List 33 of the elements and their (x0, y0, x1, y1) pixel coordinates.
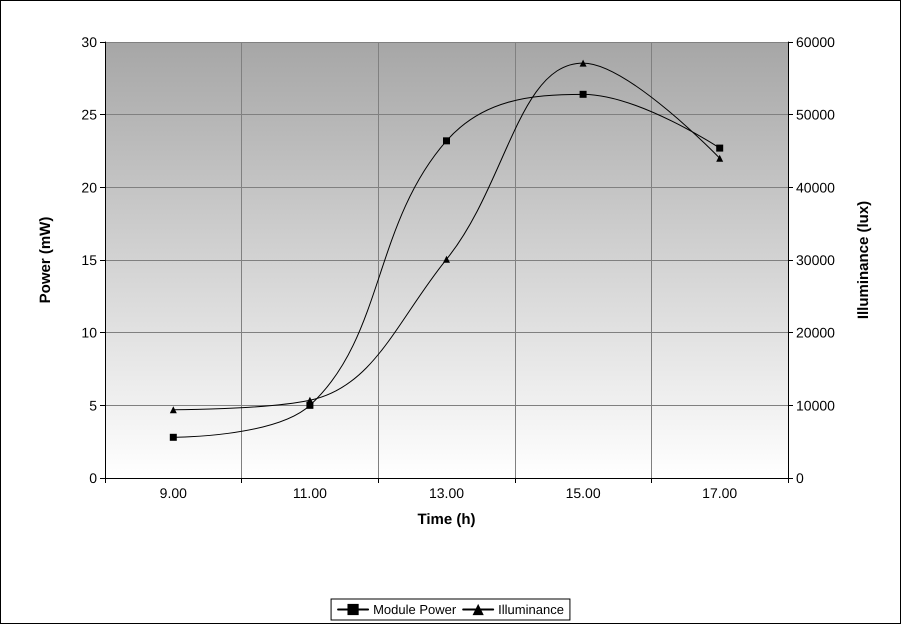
y2-tick-label: 50000 (796, 106, 836, 123)
x-axis-title: Time (h) (417, 511, 476, 528)
point (580, 90, 587, 98)
point (716, 144, 724, 152)
point (443, 137, 450, 144)
point (580, 60, 587, 67)
x-tick-label: 17.00 (702, 485, 738, 501)
y2-tick-label: 60000 (796, 34, 836, 50)
y-tick-label: 10 (81, 324, 98, 341)
y2-tick-label: 20000 (796, 324, 836, 341)
y2-axis-title: Illuminance (lux) (855, 200, 872, 320)
legend-label: Illuminance (498, 602, 564, 617)
y-tick-label: 20 (81, 179, 98, 196)
x-tick-label: 15.00 (566, 485, 601, 501)
point (306, 396, 314, 404)
point (170, 406, 177, 414)
point (170, 434, 177, 441)
point (716, 154, 724, 162)
y-tick-label: 5 (89, 397, 98, 414)
y-tick-label: 15 (81, 252, 98, 268)
y-tick-label: 30 (81, 34, 98, 50)
x-tick-label: 11.00 (292, 485, 328, 501)
y-axis-title: Power (mW) (37, 216, 54, 304)
y2-tick-label: 40000 (796, 179, 836, 196)
y2-tick-label: 0 (796, 470, 804, 486)
x-tick-label: 13.00 (428, 485, 464, 501)
legend-label: Module Power (373, 602, 457, 617)
y-tick-label: 25 (81, 106, 98, 123)
y2-tick-label: 30000 (796, 252, 836, 268)
x-tick-label: 9.00 (160, 485, 188, 501)
point (443, 256, 450, 263)
y2-tick-label: 10000 (796, 397, 836, 414)
y-tick-label: 0 (89, 470, 98, 486)
